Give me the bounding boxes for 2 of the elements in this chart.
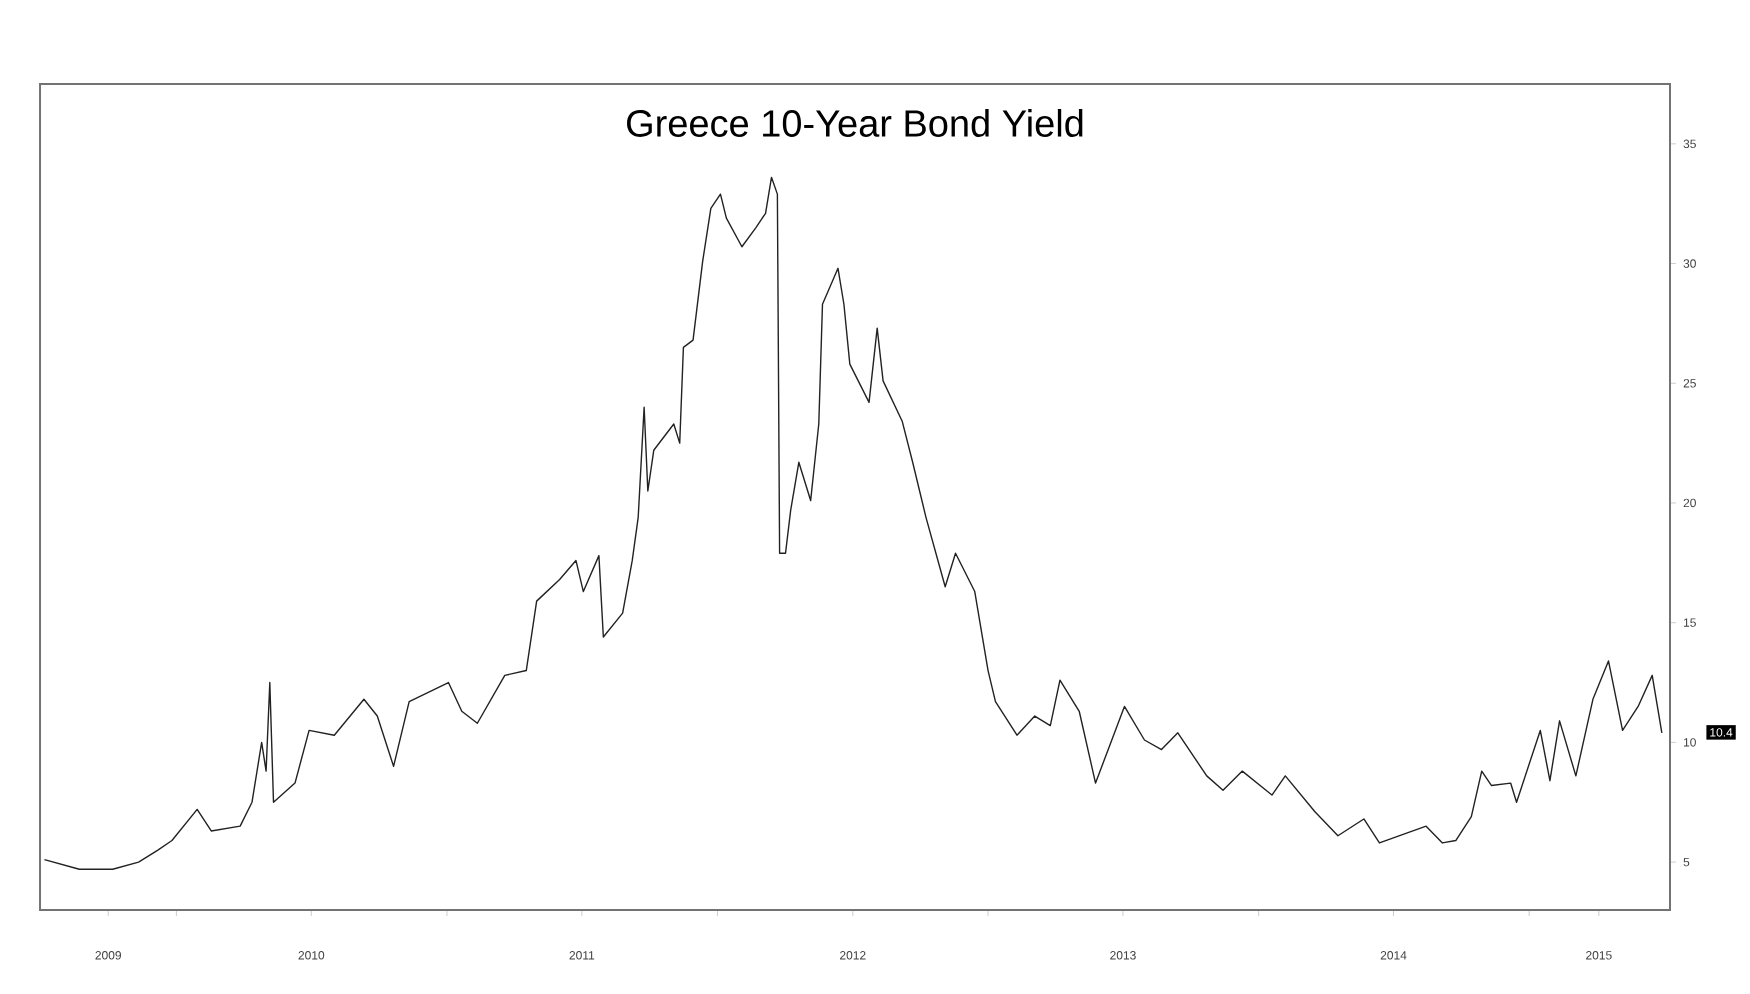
- line-series: [43, 176, 1663, 870]
- text: Greece 10-Year Bond Yield: [627, 109, 1083, 137]
